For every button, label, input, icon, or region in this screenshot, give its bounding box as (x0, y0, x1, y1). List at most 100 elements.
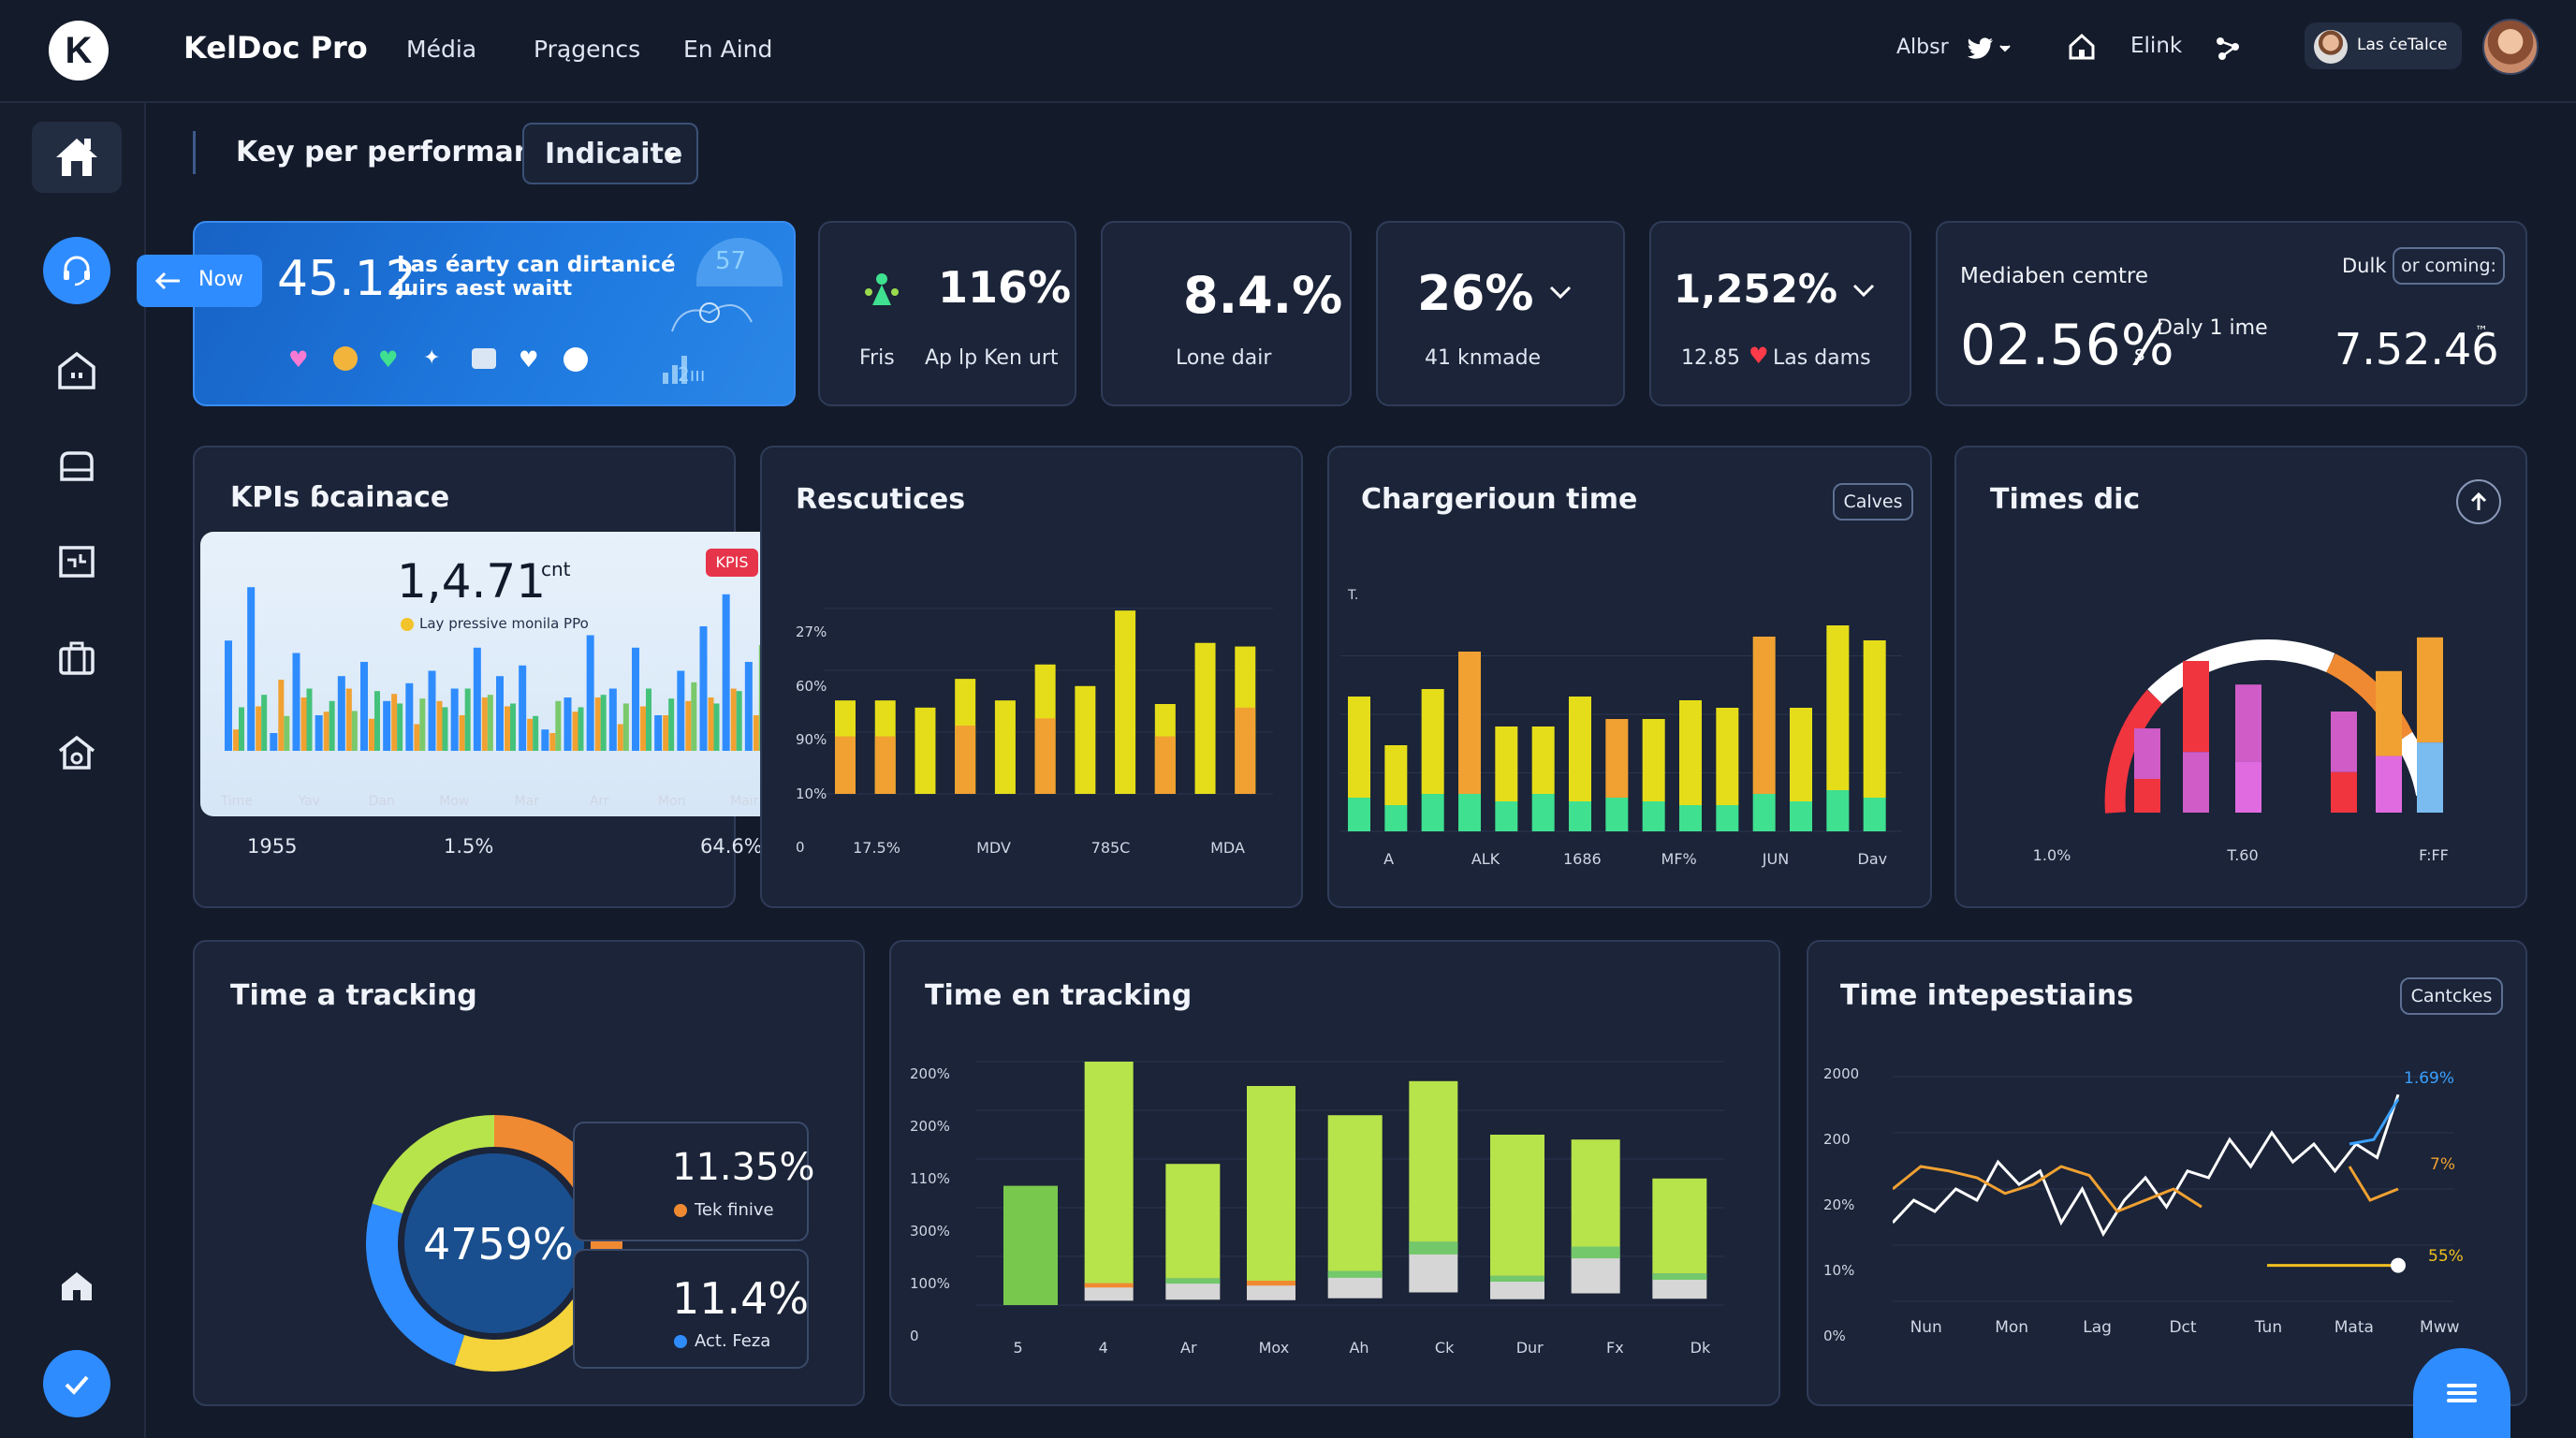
kpi-bar-blue (337, 676, 345, 751)
kpi-bar-orange (685, 700, 692, 751)
axis-tick-label: Tun (2254, 1318, 2283, 1337)
user-chip[interactable]: Las ċeTalce (2305, 22, 2462, 69)
nav-elink[interactable]: Elink (2130, 34, 2183, 58)
heart-icon: ♥ (1749, 343, 1769, 369)
hero-emoji-row: ♥ ♥ ✦ ♥ (288, 345, 607, 373)
check-icon[interactable] (43, 1350, 110, 1417)
kpis-balance-unit: cnt (541, 558, 571, 580)
chevron-down-icon[interactable] (1852, 283, 1876, 298)
nav-item-en-aind[interactable]: En Aind (683, 36, 773, 63)
time-tracking-card[interactable]: Time a tracking 4759% 11.35% Tek finive … (193, 940, 865, 1406)
charge-bar-yellow (1752, 637, 1776, 794)
kpi-bar-orange (572, 712, 578, 751)
sidebar-item-briefcase[interactable] (51, 631, 103, 683)
menu-fab-icon[interactable] (2413, 1348, 2510, 1438)
mediaben-dulk: Dulk (2342, 255, 2387, 277)
threshold-handle[interactable] (2391, 1257, 2406, 1273)
axis-tick-label: 200% (910, 1118, 950, 1135)
stat-1-label: Tek finive (695, 1200, 774, 1220)
kpi-bar-blue (247, 587, 256, 751)
time-en-bar-accent (1165, 1278, 1221, 1284)
chargerioun-card[interactable]: Chargerioun time Calves T. A ALK 1686 MF% JU… (1327, 446, 1932, 908)
twitter-icon[interactable] (1964, 34, 1998, 64)
kpi-bar-orange (233, 729, 239, 751)
sidebar-item-home-bottom[interactable] (54, 1264, 99, 1309)
kpis-balance-card[interactable]: KPIs ɓcainace 1,4.71 cnt KPIS Lay pressi… (193, 446, 781, 908)
rescutices-card[interactable]: Rescutices 27% 60% 90% 10% 0 17.5% MDV 785C MDA (760, 446, 1303, 908)
upcoming-pill[interactable]: or coming: (2393, 247, 2505, 285)
stat-box-2[interactable]: 11.4% Act. Feza (573, 1249, 809, 1369)
rescutices-bar-orange (955, 726, 976, 794)
nav-right-label[interactable]: Albsr (1896, 36, 1949, 59)
arrow-up-icon[interactable] (2456, 479, 2501, 524)
kpi-card-4[interactable]: 1,252% 12.85 ♥ Las dams (1649, 221, 1911, 406)
heart-green-icon: ♥ (378, 346, 399, 373)
kpi-card-2[interactable]: 8.4.% Lone dair (1101, 221, 1352, 406)
hero-graphic (663, 302, 753, 384)
kpi-card-3[interactable]: 26% 41 knmade (1376, 221, 1625, 406)
axis-tick-label: MDA (1210, 839, 1245, 857)
sidebar-item-support[interactable] (43, 237, 110, 304)
annot-2: 7% (2430, 1155, 2455, 1174)
chevron-down-icon[interactable] (1548, 285, 1573, 300)
sidebar-item-house-settings[interactable] (51, 726, 103, 779)
times-dic-bar-bottom (2235, 761, 2261, 813)
axis-tick-label: Mar (514, 794, 539, 809)
kpi-label: Ap lp Ken urt (925, 346, 1059, 370)
time-en-bar-accent (1247, 1281, 1295, 1286)
kpi-value: 8.4.% (1183, 266, 1343, 325)
nav-item-media[interactable]: Média (406, 36, 477, 63)
axis-tick-label: Fx (1605, 1339, 1624, 1357)
times-dic-bar-top (2183, 661, 2209, 753)
charge-bar-yellow (1495, 726, 1518, 801)
indicator-dropdown[interactable]: Indicaite (522, 123, 698, 184)
mediaben-card[interactable]: Mediaben cemtre Dulk or coming: 02.56% s… (1936, 221, 2527, 406)
time-en-tracking-card[interactable]: Time en tracking 200% 200% 110% 300% 100% 0 5… (889, 940, 1780, 1406)
axis-tick-label: 1.0% (2032, 846, 2071, 864)
charge-bar-green (1716, 805, 1739, 831)
times-dic-card[interactable]: Times dic 1.0% T.60 F:FF (1954, 446, 2527, 908)
now-button[interactable]: Now (137, 255, 262, 307)
times-dic-bar-bottom (2134, 779, 2160, 813)
kpi-bar-blue (405, 682, 414, 751)
axis-tick-label: Dur (1515, 1339, 1544, 1357)
legend-dot (401, 618, 414, 631)
chevron-down-icon[interactable] (1998, 41, 2012, 56)
kpi-bar-orange (617, 724, 623, 751)
kpi-bar-blue (428, 670, 436, 751)
profile-avatar[interactable] (2482, 19, 2539, 75)
sidebar-item-building[interactable] (51, 345, 103, 397)
cantckes-button[interactable]: Cantckes (2400, 977, 2503, 1015)
charge-bar-green (1495, 801, 1518, 831)
sidebar-item-map[interactable] (51, 536, 103, 588)
axis-tick-label: 200 (1823, 1131, 1851, 1148)
kpi-bar-green (668, 698, 675, 751)
logo-icon[interactable]: K (49, 21, 109, 81)
series-line (1893, 1165, 2203, 1213)
mediaben-tm: ™ (2475, 324, 2488, 339)
stat-box-1[interactable]: 11.35% Tek finive (573, 1122, 815, 1241)
charge-bar-green (1348, 798, 1370, 831)
times-dic-bar-chart (2134, 637, 2443, 813)
rescutices-bar-orange (1154, 736, 1176, 794)
sidebar-item-home[interactable] (32, 122, 122, 193)
kpi-card-1[interactable]: 116% Fris Ap lp Ken urt (818, 221, 1076, 406)
axis-tick-label: 27% (796, 624, 827, 640)
chargerioun-x-axis: A ALK 1686 MF% JUN Dav (1340, 850, 1921, 873)
share-icon[interactable] (2211, 32, 2245, 66)
kpi-bar-green (578, 707, 584, 751)
rescutices-bar-yellow (1194, 642, 1216, 794)
donut-center (404, 1153, 584, 1333)
sidebar-item-inbox[interactable] (51, 440, 103, 492)
calves-button[interactable]: Calves (1833, 483, 1913, 521)
kpi-value: 1,252% (1674, 266, 1837, 312)
axis-tick-label: Mon (1995, 1318, 2029, 1337)
time-int-card[interactable]: Time intepestiains Cantckes 2000 200 20% 10… (1807, 940, 2527, 1406)
axis-tick-label: 5 (1013, 1339, 1023, 1357)
hero-card[interactable]: 45.12 Las éarty can dirtanicé juirs aest… (193, 221, 796, 406)
nav-item-pragencs[interactable]: Prągencs (534, 36, 641, 63)
kpi-bar-green (261, 695, 268, 751)
home-icon[interactable] (2065, 30, 2099, 64)
kpi-label: 41 knmade (1425, 346, 1542, 370)
y-axis-label: T. (1348, 588, 1359, 603)
